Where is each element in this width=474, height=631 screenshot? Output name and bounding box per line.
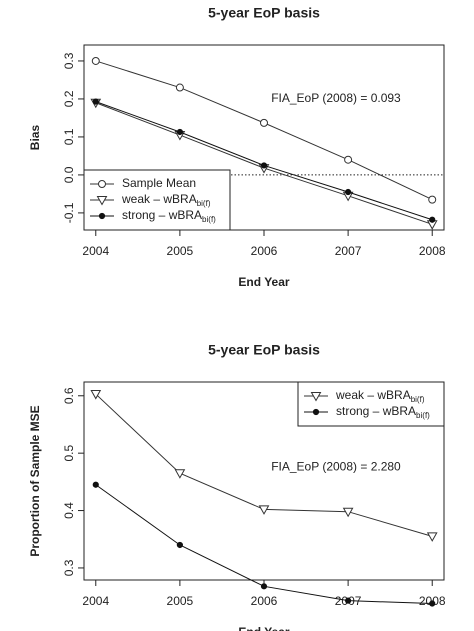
chart-title: 5-year EoP basis — [208, 5, 320, 21]
marker — [96, 196, 108, 206]
x-tick-label: 2005 — [167, 244, 194, 258]
legend-name: strong – wBRA — [122, 208, 202, 222]
legend-label: strong – wBRAbi(f) — [336, 404, 430, 420]
x-tick-label: 2006 — [251, 244, 278, 258]
legend-subscript: bi(f) — [416, 411, 430, 420]
legend-subscript: bi(f) — [202, 215, 216, 224]
legend-label: Sample Mean — [122, 176, 196, 190]
marker — [260, 162, 268, 169]
annotation: FIA_EoP (2008) = 2.280 — [271, 459, 401, 473]
marker — [429, 216, 436, 223]
x-tick-label: 2008 — [419, 244, 446, 258]
legend-name: weak – wBRA — [335, 388, 411, 402]
legend-label: strong – wBRAbi(f) — [122, 208, 216, 224]
y-axis-label: Bias — [28, 125, 42, 151]
annotation: FIA_EoP (2008) = 0.093 — [271, 91, 401, 105]
legend-name: weak – wBRA — [121, 192, 197, 206]
marker — [92, 481, 99, 488]
legend-name: Sample Mean — [122, 176, 196, 190]
x-axis-label: End Year — [238, 275, 289, 289]
x-tick-label: 2005 — [167, 594, 194, 608]
legend-subscript: bi(f) — [197, 199, 211, 208]
marker — [90, 390, 102, 400]
marker — [92, 98, 99, 105]
marker — [345, 597, 352, 604]
marker — [98, 212, 106, 220]
marker — [98, 180, 106, 188]
x-axis-label: End Year — [238, 625, 289, 631]
y-tick-label: 0.5 — [62, 445, 76, 462]
y-tick-label: 0.0 — [62, 166, 76, 183]
y-tick-label: 0.1 — [62, 128, 76, 145]
legend-name: strong – wBRA — [336, 404, 416, 418]
y-tick-label: 0.6 — [62, 387, 76, 404]
marker — [312, 408, 320, 416]
marker — [91, 56, 100, 65]
x-tick-label: 2006 — [251, 594, 278, 608]
y-tick-label: 0.4 — [62, 502, 76, 519]
marker — [260, 118, 268, 127]
legend-label: weak – wBRAbi(f) — [121, 192, 211, 208]
y-tick-label: 0.3 — [62, 559, 76, 576]
marker — [258, 505, 270, 515]
legend-subscript: bi(f) — [411, 395, 425, 404]
marker — [175, 83, 184, 92]
x-tick-label: 2004 — [82, 244, 109, 258]
chart-title: 5-year EoP basis — [208, 342, 320, 358]
marker — [342, 507, 354, 518]
marker — [176, 128, 183, 136]
marker — [345, 188, 352, 196]
y-tick-label: -0.1 — [62, 202, 76, 223]
marker — [344, 155, 353, 164]
marker — [310, 392, 322, 402]
x-tick-label: 2007 — [335, 244, 362, 258]
y-tick-label: 0.3 — [62, 52, 76, 69]
marker — [176, 541, 183, 549]
marker — [429, 600, 436, 607]
marker — [260, 583, 268, 590]
y-axis-label: Proportion of Sample MSE — [28, 405, 42, 556]
marker — [174, 469, 186, 479]
marker — [428, 195, 437, 204]
legend-label: weak – wBRAbi(f) — [335, 388, 425, 404]
legend-box — [297, 381, 445, 427]
marker — [426, 532, 438, 542]
x-tick-label: 2004 — [82, 594, 109, 608]
y-tick-label: 0.2 — [62, 90, 76, 107]
